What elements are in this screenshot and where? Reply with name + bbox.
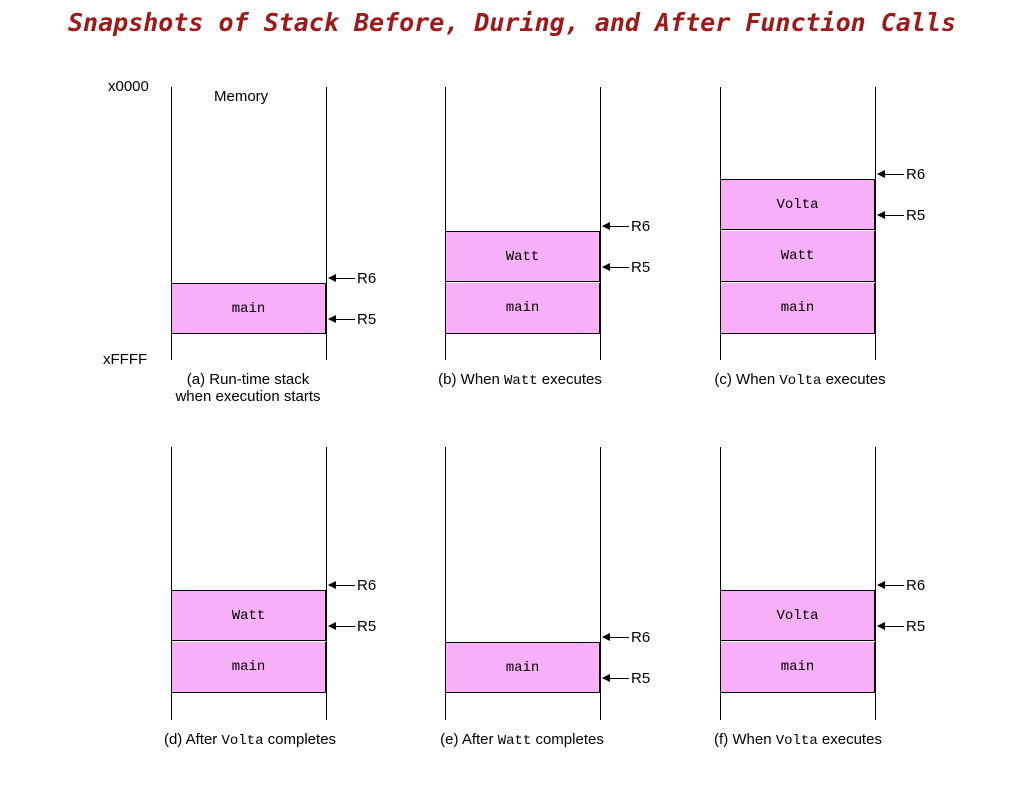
stack-right-rail — [326, 87, 327, 360]
left-arrow-icon — [328, 580, 355, 589]
left-arrow-icon — [877, 580, 904, 589]
left-arrow-icon — [602, 673, 629, 682]
r5-pointer: R5 — [877, 206, 926, 224]
stack-panel-c: Volta Watt main R6 R5 — [720, 87, 1024, 427]
caption-text-end: executes — [821, 371, 886, 388]
stack-left-rail — [445, 447, 446, 720]
caption-e: (e) After Watt completes — [402, 731, 642, 749]
caption-function-name: Volta — [779, 373, 822, 389]
stack-left-rail — [171, 447, 172, 720]
left-arrow-icon — [328, 314, 355, 323]
caption-text: (e) After — [440, 731, 498, 748]
stack-frame-main: main — [445, 283, 600, 334]
r6-label: R6 — [631, 217, 651, 235]
stack-right-rail — [875, 447, 876, 720]
left-arrow-icon — [877, 169, 904, 178]
stack-frame-watt: Watt — [171, 590, 326, 641]
caption-text: (b) When — [438, 371, 505, 388]
address-top-label: x0000 — [108, 78, 149, 95]
stack-frame-watt: Watt — [445, 231, 600, 282]
stack-panel-e: main R6 R5 — [445, 447, 775, 787]
r6-pointer: R6 — [602, 628, 651, 646]
stack-frame-main: main — [720, 642, 875, 693]
caption-b: (b) When Watt executes — [400, 371, 640, 389]
caption-line2: when execution starts — [175, 388, 321, 405]
stack-right-rail — [600, 447, 601, 720]
stack-left-rail — [445, 87, 446, 360]
caption-text-end: executes — [817, 731, 882, 748]
r6-pointer: R6 — [877, 576, 926, 594]
stack-frame-main: main — [720, 283, 875, 334]
memory-label: Memory — [214, 88, 269, 105]
stack-panel-d: Watt main R6 R5 — [171, 447, 501, 787]
stack-panel-a: main R6 R5 — [171, 87, 501, 427]
r5-pointer: R5 — [328, 617, 377, 635]
r6-label: R6 — [906, 576, 926, 594]
left-arrow-icon — [328, 621, 355, 630]
r6-label: R6 — [906, 165, 926, 183]
stack-left-rail — [720, 447, 721, 720]
caption-function-name: Volta — [775, 733, 818, 749]
caption-d: (d) After Volta completes — [130, 731, 370, 749]
address-bottom-label: xFFFF — [103, 351, 148, 368]
r5-pointer: R5 — [328, 310, 377, 328]
left-arrow-icon — [602, 221, 629, 230]
caption-c: (c) When Volta executes — [680, 371, 920, 389]
page-title: Snapshots of Stack Before, During, and A… — [67, 8, 957, 37]
stack-left-rail — [171, 87, 172, 360]
stack-right-rail — [600, 87, 601, 360]
caption-f: (f) When Volta executes — [678, 731, 918, 749]
caption-function-name: Watt — [497, 733, 532, 749]
caption-function-name: Watt — [504, 373, 538, 389]
stack-right-rail — [875, 87, 876, 360]
stack-right-rail — [326, 447, 327, 720]
r6-pointer: R6 — [328, 576, 377, 594]
stack-frame-main: main — [171, 283, 326, 334]
r5-label: R5 — [906, 617, 926, 635]
caption-text-end: completes — [263, 731, 337, 748]
caption-text: (d) After — [163, 731, 222, 748]
caption-text: (c) When — [714, 371, 780, 388]
caption-text: (f) When — [714, 731, 776, 748]
r5-pointer: R5 — [602, 669, 651, 687]
stack-frame-main: main — [445, 642, 600, 693]
left-arrow-icon — [877, 621, 904, 630]
r5-label: R5 — [906, 206, 926, 224]
stack-frame-main: main — [171, 642, 326, 693]
r6-label: R6 — [631, 628, 651, 646]
caption-text-end: executes — [537, 371, 602, 388]
r6-pointer: R6 — [877, 165, 926, 183]
r5-label: R5 — [357, 617, 377, 635]
stack-frame-volta: Volta — [720, 179, 875, 230]
caption-text-end: completes — [531, 731, 604, 748]
r5-label: R5 — [631, 258, 651, 276]
left-arrow-icon — [877, 210, 904, 219]
left-arrow-icon — [602, 632, 629, 641]
caption-function-name: Volta — [221, 733, 264, 749]
stack-frame-watt: Watt — [720, 231, 875, 282]
stack-frame-volta: Volta — [720, 590, 875, 641]
caption-a: (a) Run-time stack when execution starts — [128, 371, 368, 405]
stack-panel-f: Volta main R6 R5 — [720, 447, 1024, 787]
r6-pointer: R6 — [602, 217, 651, 235]
r5-label: R5 — [357, 310, 377, 328]
r6-label: R6 — [357, 269, 377, 287]
r5-pointer: R5 — [602, 258, 651, 276]
caption-text: (a) Run-time stack — [186, 371, 310, 388]
left-arrow-icon — [602, 262, 629, 271]
r6-label: R6 — [357, 576, 377, 594]
r5-label: R5 — [631, 669, 651, 687]
stack-panel-b: Watt main R6 R5 — [445, 87, 775, 427]
left-arrow-icon — [328, 273, 355, 282]
r6-pointer: R6 — [328, 269, 377, 287]
r5-pointer: R5 — [877, 617, 926, 635]
